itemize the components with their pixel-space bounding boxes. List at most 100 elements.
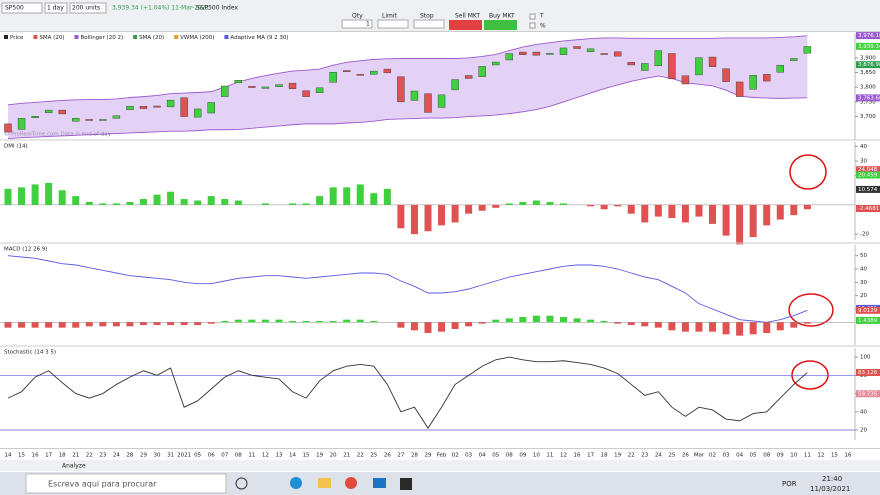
limit-label: Limit — [382, 13, 398, 20]
highlight-circle — [789, 154, 827, 190]
bar — [207, 196, 215, 205]
value-tag — [856, 368, 880, 376]
candle — [58, 109, 66, 115]
bar — [356, 319, 364, 323]
bar — [776, 204, 784, 220]
period-box[interactable] — [44, 2, 68, 14]
x-tick-label: 14 — [289, 453, 296, 459]
legend-entry: VWMA (200) — [180, 35, 214, 41]
edge-icon[interactable] — [290, 477, 302, 489]
bar — [85, 201, 93, 205]
value-tag — [856, 205, 880, 213]
explorer-icon[interactable] — [318, 478, 331, 488]
bar — [18, 187, 26, 205]
bar — [58, 322, 66, 328]
x-tick-label: 13 — [275, 453, 282, 459]
x-tick-label: 15 — [831, 453, 838, 459]
stop-input[interactable] — [413, 19, 445, 29]
stop-label: Stop — [420, 13, 434, 20]
app-icon[interactable] — [400, 478, 412, 490]
x-tick-label: 16 — [32, 453, 39, 459]
bar — [72, 196, 80, 205]
bar — [343, 187, 351, 205]
candle — [735, 81, 744, 97]
value-tag-label: 59.735 — [858, 391, 878, 397]
qty[interactable]: 1 — [366, 21, 370, 28]
analyze[interactable]: Analyze — [62, 463, 86, 470]
value-tag-label: 3,976.18 — [858, 33, 880, 39]
x-tick-label: Feb — [437, 453, 447, 459]
bar — [194, 200, 202, 205]
date: 11/03/2021 — [810, 485, 850, 493]
legend-swatch — [74, 35, 79, 39]
value-tag — [856, 171, 880, 179]
chrome-icon[interactable] — [345, 477, 357, 489]
buy-label: Buy MKT — [489, 13, 515, 20]
bar — [261, 319, 269, 323]
candle — [31, 116, 39, 118]
candle — [532, 51, 541, 56]
value-tag-label: 24.048 — [858, 167, 878, 173]
value-tag — [856, 61, 880, 69]
symbol[interactable]: SP500 — [5, 5, 24, 12]
search-box[interactable] — [25, 473, 227, 494]
x-tick-label: 19 — [614, 453, 621, 459]
instrument-name: S&P500 Index — [196, 5, 238, 12]
bar — [289, 321, 297, 323]
candle — [492, 61, 500, 66]
y-tick-label: 3,800 — [860, 85, 876, 91]
x-tick-label: 23 — [641, 453, 648, 459]
candle — [383, 68, 392, 74]
x-tick-label: 19 — [316, 453, 323, 459]
search-text[interactable]: Escreva aqui para procurar — [48, 480, 157, 489]
value-tag-label: 3,876.98 — [858, 62, 880, 68]
y-tick-label: 30 — [860, 280, 867, 286]
qty-input[interactable] — [341, 19, 373, 29]
value-tag — [856, 166, 880, 174]
units-box[interactable] — [69, 2, 107, 14]
bar — [316, 196, 324, 205]
task-view[interactable] — [235, 477, 248, 490]
candle — [776, 65, 784, 73]
x-tick-label: 21 — [72, 453, 79, 459]
value-tag — [856, 42, 880, 50]
candle — [275, 84, 283, 87]
candle — [668, 53, 676, 79]
bar — [654, 322, 662, 328]
sell-button[interactable] — [449, 20, 482, 30]
bar — [153, 322, 161, 325]
period[interactable]: 1 day — [47, 5, 64, 12]
bar — [559, 203, 567, 205]
pct-label: % — [540, 23, 546, 30]
bar — [329, 187, 337, 205]
candle — [180, 97, 188, 117]
symbol-box[interactable] — [1, 2, 43, 14]
pct-check[interactable] — [529, 22, 536, 29]
bar — [31, 322, 39, 328]
limit-input[interactable] — [377, 19, 409, 29]
candle — [139, 106, 148, 109]
x-tick-label: 02 — [452, 453, 459, 459]
bar — [45, 182, 53, 205]
y-tick-label: 3,850 — [860, 70, 876, 76]
t-check[interactable] — [529, 13, 536, 20]
bollinger-upper — [7, 35, 808, 106]
t-label: T — [539, 13, 544, 20]
x-tick-label: 30 — [154, 453, 161, 459]
buy-button[interactable] — [484, 20, 517, 30]
bar — [180, 322, 188, 325]
candle — [505, 53, 513, 61]
mail-icon[interactable] — [373, 478, 386, 488]
bar — [627, 204, 635, 214]
value-tag — [856, 94, 880, 102]
bar — [803, 322, 811, 324]
x-tick-label: 21 — [343, 453, 350, 459]
legend-swatch — [33, 35, 38, 39]
candle — [451, 79, 459, 91]
bar — [234, 319, 242, 323]
x-tick-label: 10 — [790, 453, 797, 459]
bar — [99, 203, 107, 205]
bar — [289, 203, 297, 205]
units[interactable]: 200 units — [72, 5, 100, 12]
x-tick-label: 02 — [709, 453, 716, 459]
